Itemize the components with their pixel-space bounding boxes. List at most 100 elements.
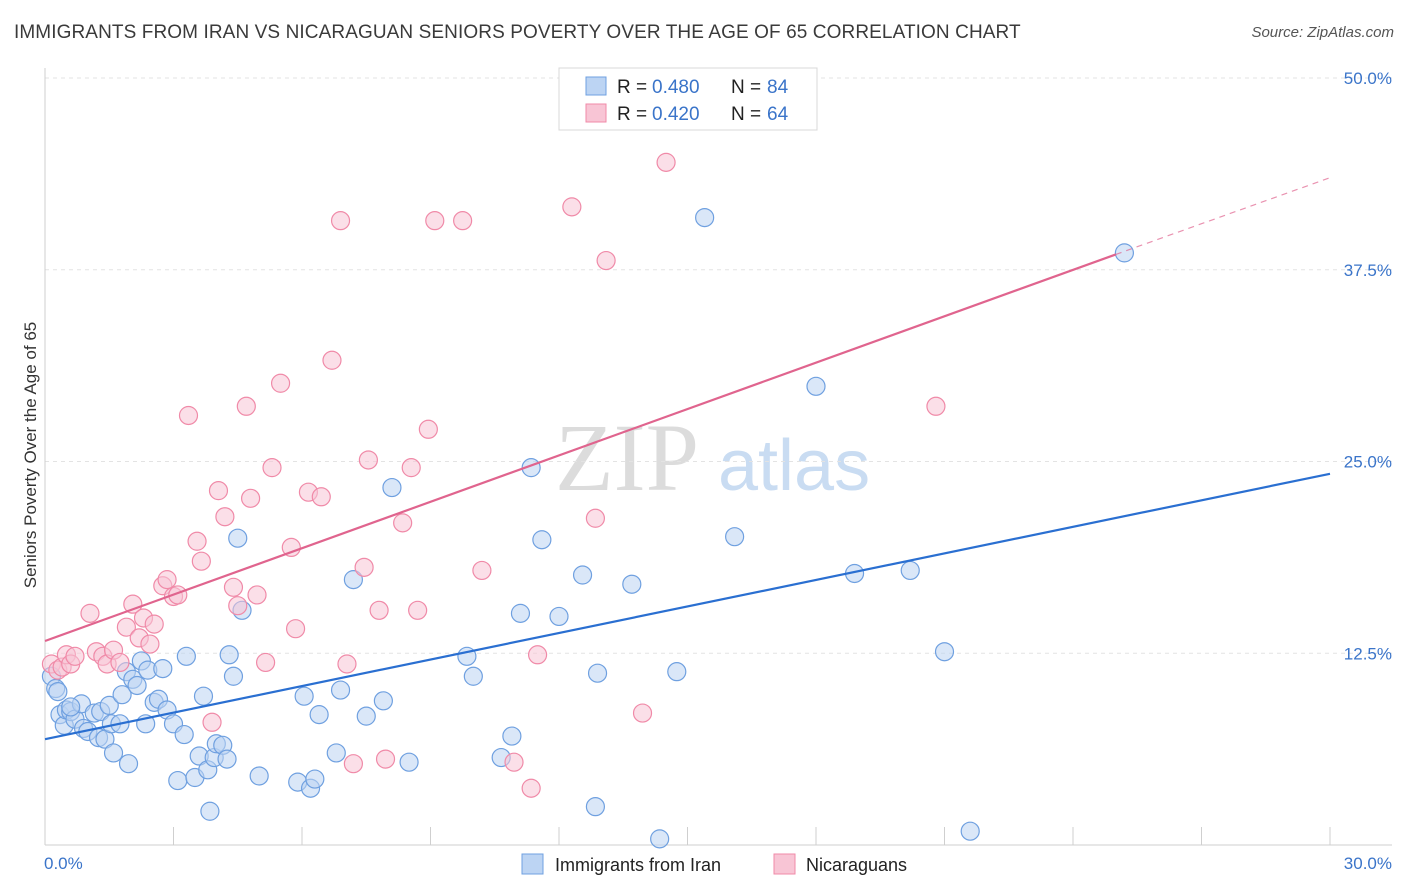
trendlines [44, 177, 1331, 741]
data-point [262, 458, 282, 478]
data-point [408, 600, 428, 620]
data-point [463, 666, 483, 686]
bottom-legend-swatch-nicaraguans [773, 853, 796, 875]
y-tick-labels: 12.5% 25.0% 37.5% 50.0% [1344, 69, 1392, 663]
data-point [343, 754, 363, 774]
data-point [61, 697, 81, 717]
data-point [585, 508, 606, 528]
data-point [110, 652, 130, 673]
data-point [202, 712, 222, 732]
data-point [632, 703, 653, 723]
data-point [326, 743, 346, 763]
data-point [219, 645, 239, 665]
legend-n-value-iran: 84 [767, 77, 789, 98]
bottom-legend-swatch-iran [521, 853, 544, 875]
data-point [48, 681, 68, 702]
data-point [65, 646, 85, 666]
data-point [1114, 243, 1135, 263]
x-tick-label-max: 30.0% [1344, 854, 1392, 873]
data-point [596, 250, 616, 271]
data-point [656, 152, 676, 172]
data-point [504, 752, 524, 772]
data-point [187, 531, 207, 551]
data-point [393, 513, 413, 533]
x-tick-label-min: 0.0% [44, 854, 83, 873]
data-point [343, 570, 363, 590]
data-point [354, 557, 374, 577]
data-point [934, 642, 955, 662]
bottom-legend: Immigrants from Iran Nicaraguans [521, 853, 907, 875]
data-point [622, 574, 642, 594]
data-point [900, 560, 920, 581]
data-point [144, 614, 164, 634]
legend-n-value-nicaraguans: 64 [767, 104, 789, 125]
data-point [373, 691, 393, 711]
data-point [926, 396, 946, 416]
bottom-legend-label-iran: Immigrants from Iran [555, 855, 721, 875]
data-point [157, 570, 177, 590]
data-point [401, 458, 421, 478]
data-point [200, 801, 220, 821]
data-point [585, 797, 606, 817]
data-point [153, 658, 173, 679]
data-point [228, 528, 248, 548]
data-point [806, 376, 826, 396]
data-point [247, 585, 267, 605]
data-point [118, 754, 139, 774]
data-point [510, 603, 531, 623]
data-point [725, 527, 745, 547]
legend-r-value-nicaraguans: 0.420 [652, 104, 700, 125]
data-point [236, 396, 256, 416]
data-point [650, 829, 670, 849]
data-point [358, 450, 378, 470]
data-point [191, 551, 211, 571]
y-tick-label: 12.5% [1344, 644, 1392, 663]
data-point [330, 211, 351, 231]
data-point [382, 477, 402, 498]
trendline-extension [1115, 177, 1331, 255]
y-tick-label: 25.0% [1344, 453, 1392, 472]
data-point [472, 560, 492, 581]
legend-n-label-iran: N = [731, 77, 766, 98]
data-point [960, 821, 980, 841]
data-point [223, 666, 244, 686]
legend-r-value-iran: 0.480 [652, 77, 700, 98]
data-point [116, 617, 136, 637]
data-point [127, 675, 147, 696]
data-point [241, 488, 261, 508]
data-point [521, 778, 541, 798]
data-point [322, 350, 342, 370]
data-point [223, 577, 244, 597]
series-nicaraguans [41, 152, 946, 798]
bottom-legend-label-nicaraguans: Nicaraguans [806, 855, 907, 875]
data-point [311, 487, 331, 507]
data-point [305, 769, 325, 789]
data-point [399, 752, 419, 772]
data-point [330, 680, 351, 700]
x-ticks [44, 827, 1331, 845]
trendline [44, 253, 1117, 643]
data-point [532, 530, 552, 550]
data-point [215, 507, 235, 527]
data-point [80, 603, 100, 623]
data-point [178, 405, 199, 426]
data-point [281, 537, 301, 558]
data-point [695, 207, 715, 228]
legend-r-label-iran: R = [617, 77, 652, 98]
data-point [562, 197, 582, 217]
y-axis-title: Seniors Poverty Over the Age of 65 [21, 322, 40, 588]
legend-r-label-nicaraguans: R = [617, 104, 652, 125]
data-point [255, 652, 276, 673]
data-point [99, 695, 119, 716]
data-point [168, 770, 188, 791]
watermark-zip: ZIP [555, 404, 699, 511]
data-point [174, 724, 194, 745]
data-point [294, 686, 314, 706]
chart-title: IMMIGRANTS FROM IRAN VS NICARAGUAN SENIO… [14, 22, 1021, 43]
data-point [270, 373, 291, 393]
data-point [549, 606, 569, 627]
data-point [228, 596, 248, 616]
axes [44, 68, 1392, 846]
watermark: ZIP atlas [555, 404, 870, 511]
